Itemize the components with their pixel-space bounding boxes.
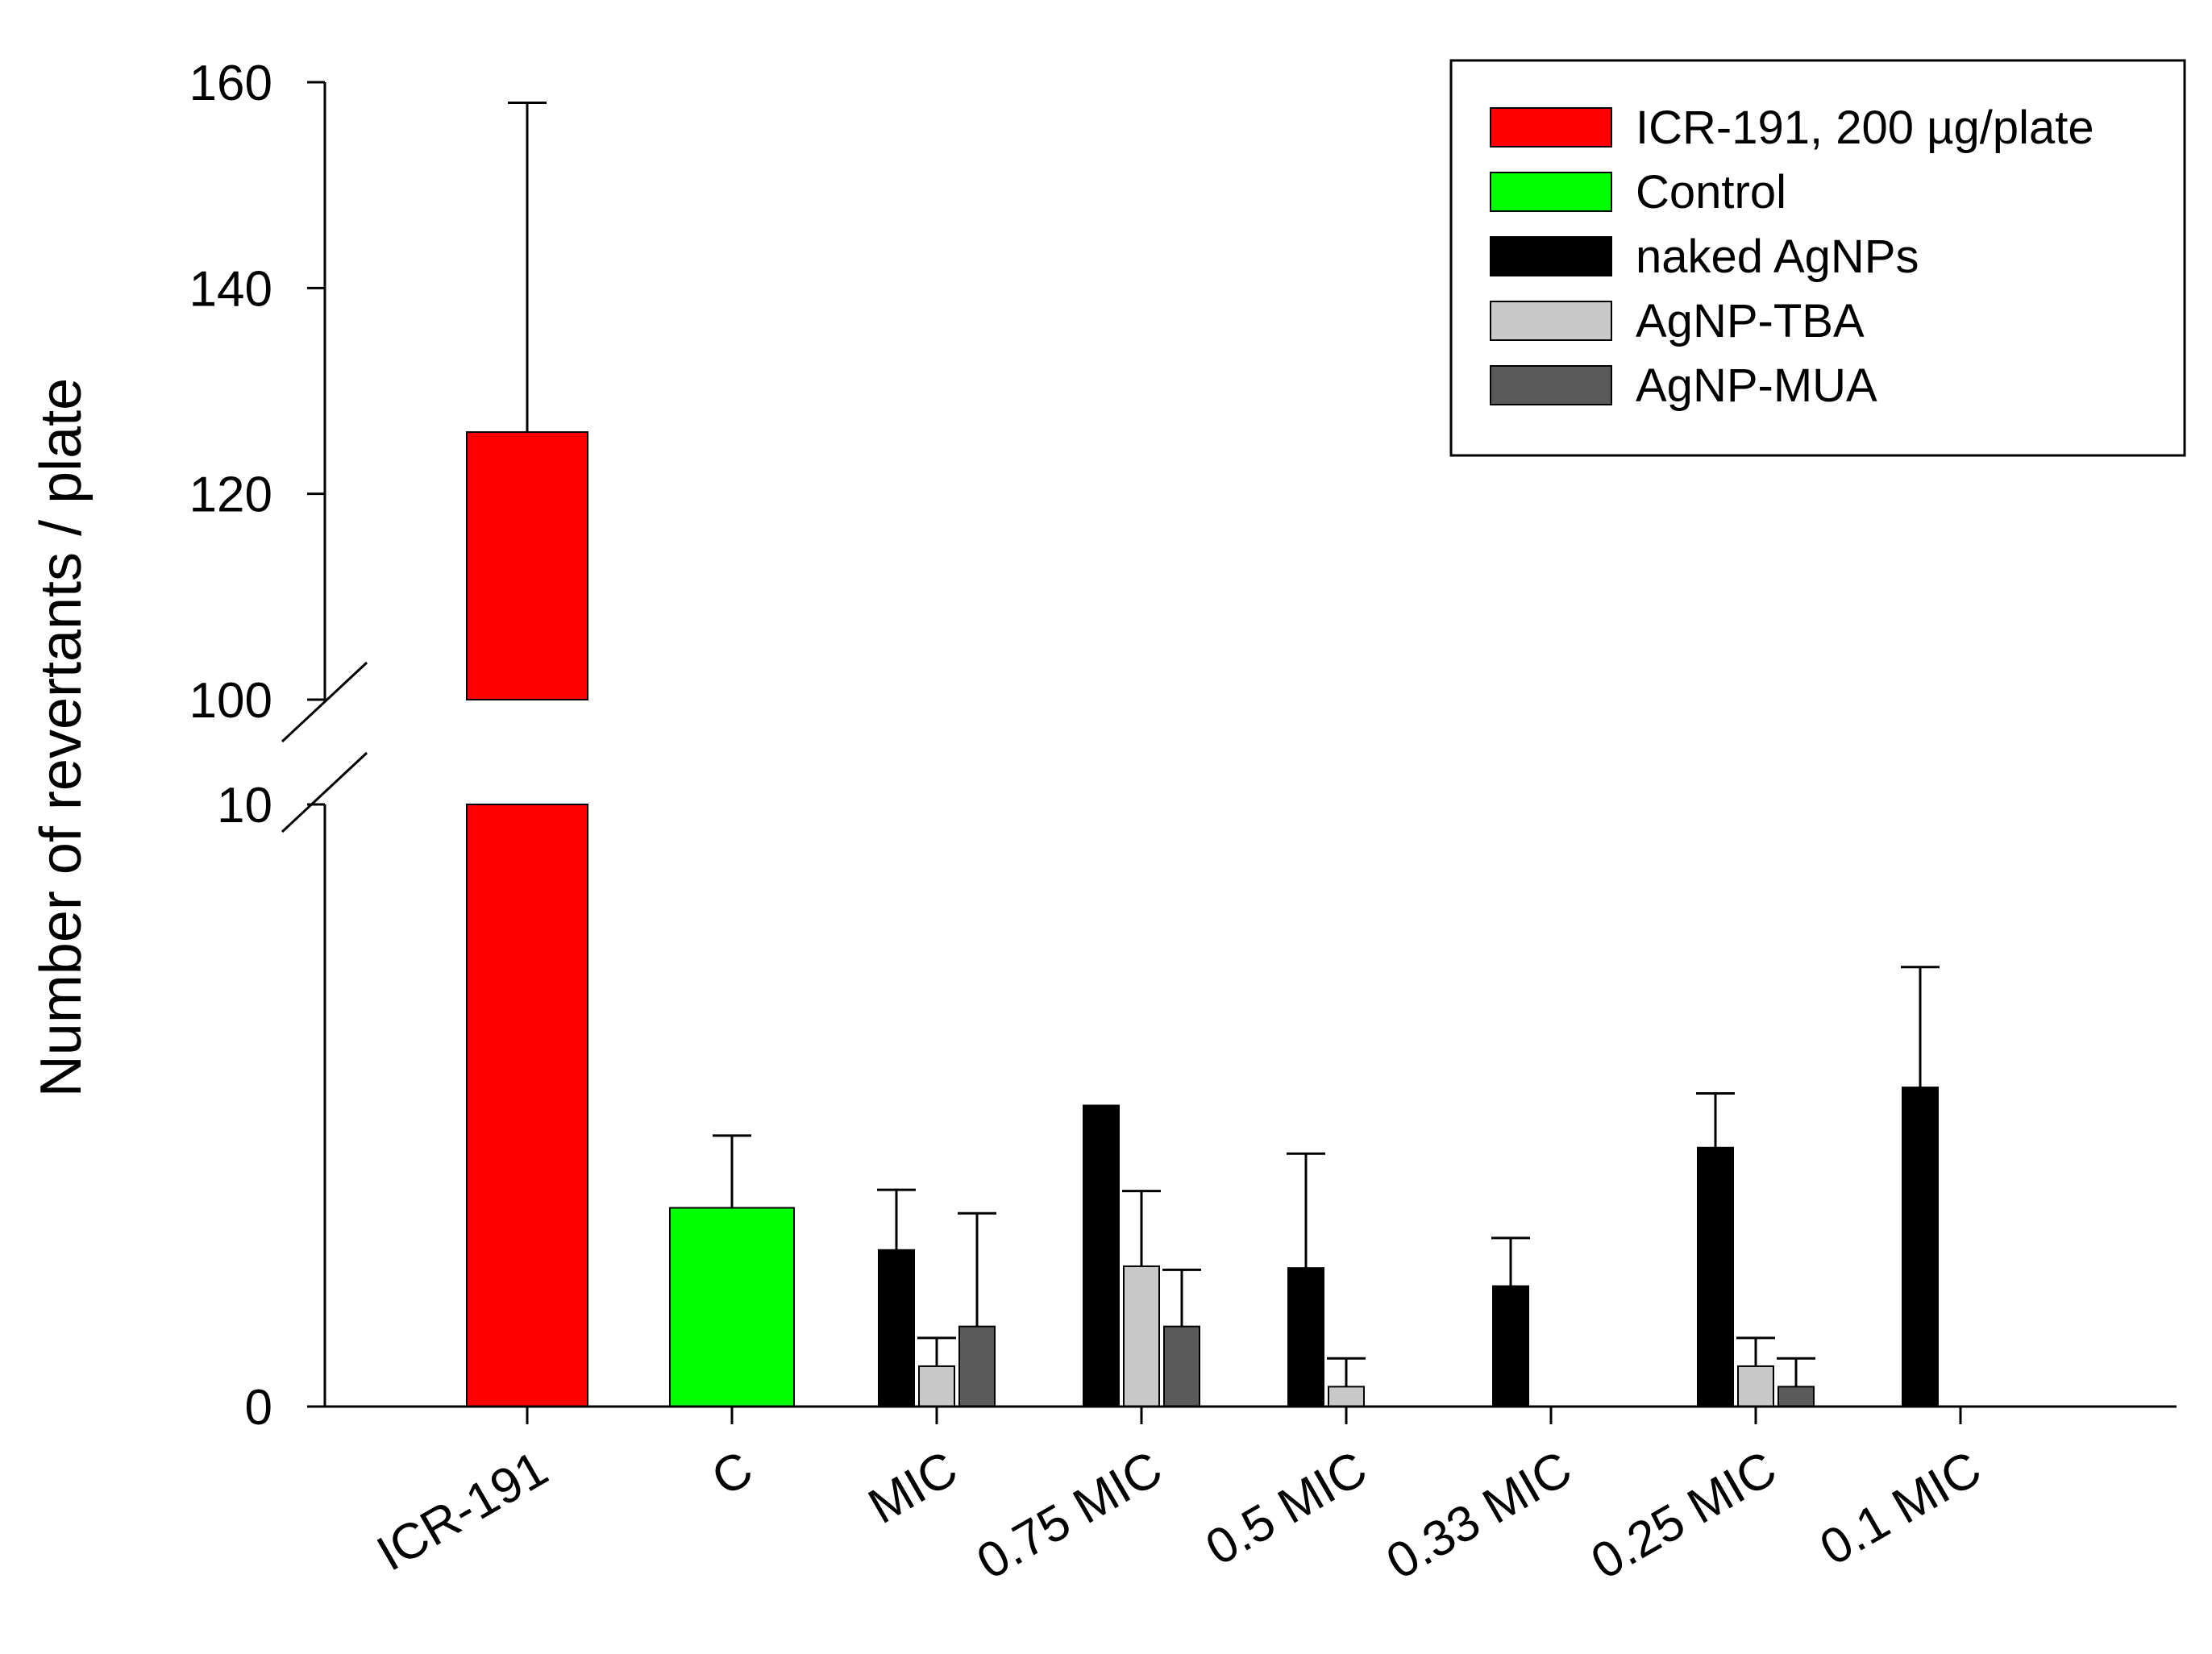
bar-naked-agnps-4 (1287, 1267, 1324, 1407)
y-axis-title: Number of revertants / plate (29, 378, 94, 1097)
x-tick-label: 0.5 MIC (1197, 1440, 1376, 1576)
y-tick-label: 0 (245, 1380, 272, 1436)
bar-agnp-mua-6 (1778, 1386, 1815, 1407)
bar-agnp-tba-4 (1328, 1386, 1365, 1407)
bar-control (669, 1207, 795, 1407)
bar-agnp-mua-2 (958, 1325, 996, 1408)
bar-icr191-lower (466, 804, 588, 1407)
x-tick-label: C (703, 1440, 762, 1506)
axis-break-mark-upper (281, 661, 368, 743)
legend-label: ICR-191, 200 µg/plate (1636, 102, 2094, 154)
legend-label: naked AgNPs (1636, 231, 1919, 283)
legend-label: AgNP-TBA (1636, 295, 1865, 347)
bar-agnp-tba-2 (918, 1365, 955, 1408)
bar-agnp-tba-6 (1737, 1365, 1774, 1408)
axis-break-mark-lower (281, 751, 368, 833)
x-tick-label: ICR-191 (368, 1440, 557, 1581)
legend-swatch (1490, 365, 1612, 405)
y-tick-label: 10 (217, 778, 272, 833)
bar-naked-agnps-2 (878, 1249, 915, 1408)
bar-naked-agnps-3 (1083, 1104, 1120, 1407)
legend: ICR-191, 200 µg/plate Control naked AgNPs A… (1449, 59, 2186, 457)
y-tick-label: 140 (189, 261, 272, 317)
x-tick-label: 0.1 MIC (1811, 1440, 1990, 1576)
legend-swatch (1490, 236, 1612, 276)
legend-label: Control (1636, 166, 1786, 218)
y-tick-label: 160 (189, 56, 272, 111)
plot-marks (466, 102, 1940, 1408)
bar-agnp-tba-3 (1123, 1265, 1160, 1407)
legend-label: AgNP-MUA (1636, 359, 1877, 412)
x-tick-label: MIC (859, 1440, 967, 1535)
legend-swatch (1490, 301, 1612, 341)
legend-swatch (1490, 107, 1612, 148)
y-tick-label: 100 (189, 673, 272, 729)
x-tick-label: 0.75 MIC (968, 1440, 1171, 1590)
bar-naked-agnps-6 (1697, 1146, 1734, 1408)
x-tick-label: 0.33 MIC (1378, 1440, 1581, 1590)
x-tick-label: 0.25 MIC (1582, 1440, 1786, 1590)
bar-naked-agnps-7 (1902, 1087, 1939, 1407)
bar-agnp-mua-3 (1163, 1325, 1200, 1408)
bar-icr191-upper (466, 431, 588, 700)
bar-naked-agnps-5 (1492, 1285, 1529, 1407)
y-tick-label: 120 (189, 468, 272, 523)
legend-swatch (1490, 172, 1612, 212)
